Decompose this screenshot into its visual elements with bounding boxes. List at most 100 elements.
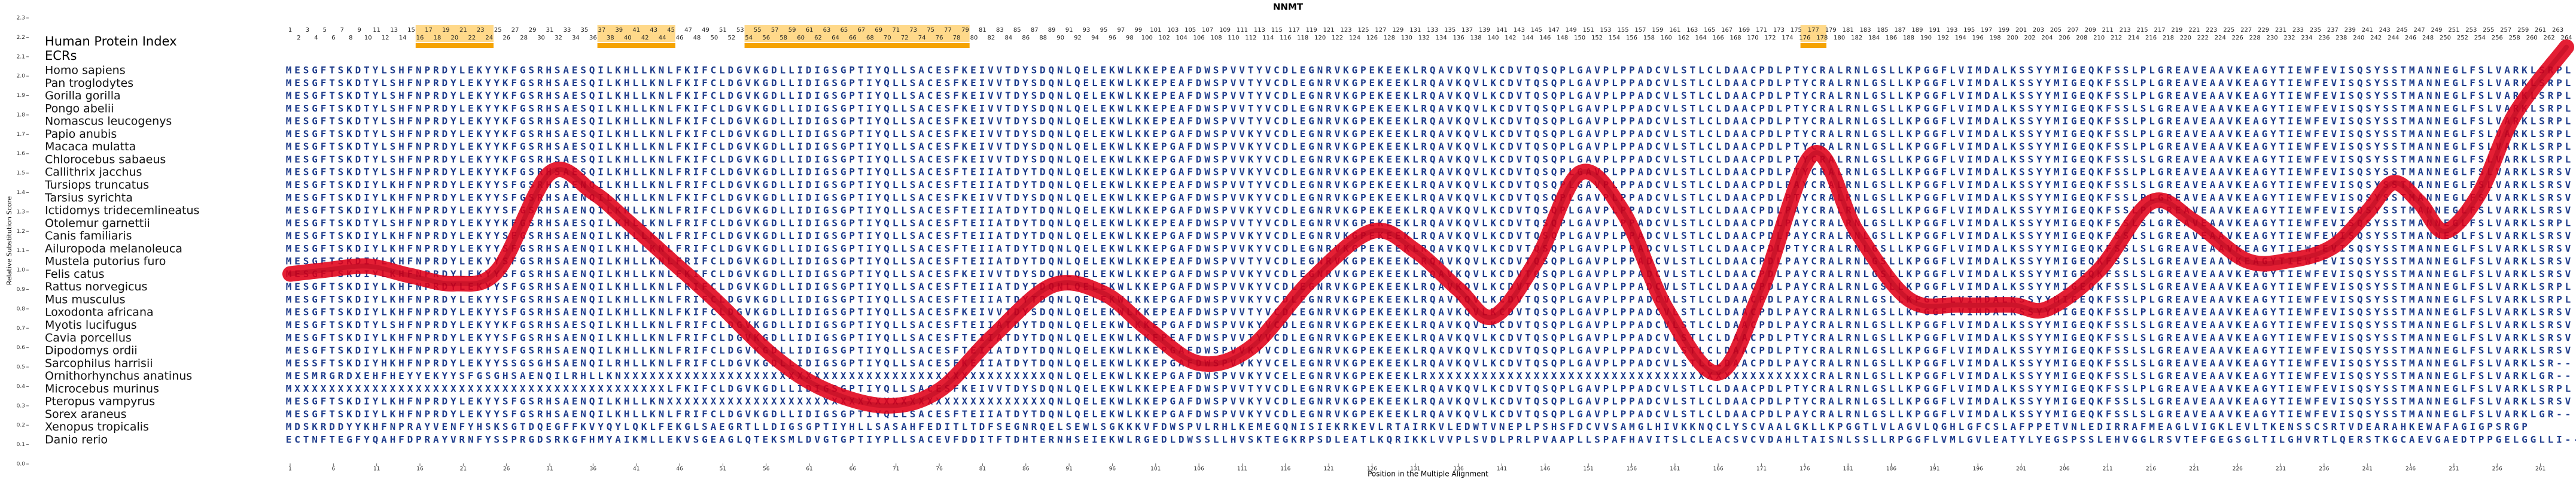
species-name: Macaca mulatta xyxy=(45,140,136,153)
x-tick-label: 141 xyxy=(1497,466,1507,472)
position-index: 209 xyxy=(2085,27,2096,34)
species-name: Ailuropoda melanoleuca xyxy=(45,242,182,255)
position-index: 174 xyxy=(1782,35,1793,41)
position-index: 215 xyxy=(2137,27,2148,34)
position-index: 130 xyxy=(1401,35,1412,41)
species-name: Felis catus xyxy=(45,268,105,281)
position-index: 168 xyxy=(1730,35,1741,41)
position-index: 260 xyxy=(2526,35,2538,41)
position-index: 99 xyxy=(1134,27,1142,34)
species-name: Mus musculus xyxy=(45,293,126,306)
position-index: 92 xyxy=(1074,35,1082,41)
x-tick-label: 66 xyxy=(849,466,857,472)
position-index: 27 xyxy=(511,27,519,34)
position-index: 225 xyxy=(2223,27,2234,34)
x-tick-label: 96 xyxy=(1109,466,1116,472)
position-index: 119 xyxy=(1306,27,1317,34)
position-index: 62 xyxy=(814,35,822,41)
position-index: 186 xyxy=(1886,35,1897,41)
y-axis-title: Relative Substitution Score xyxy=(5,196,13,285)
position-index: 7 xyxy=(340,27,344,34)
y-tick-label: 1.3 xyxy=(17,209,25,215)
position-index: 4 xyxy=(314,35,318,41)
position-index: 255 xyxy=(2483,27,2494,34)
position-index: 23 xyxy=(477,27,485,34)
position-index: 244 xyxy=(2388,35,2399,41)
position-index: 21 xyxy=(459,27,467,34)
position-index: 66 xyxy=(849,35,857,41)
x-tick-label: 116 xyxy=(1280,466,1290,472)
position-index: 220 xyxy=(2180,35,2191,41)
position-index: 12 xyxy=(382,35,389,41)
y-tick-label: 0.3 xyxy=(17,403,25,409)
x-tick-label: 186 xyxy=(1886,466,1896,472)
ecr-highlight xyxy=(744,25,970,42)
position-index: 77 xyxy=(944,27,952,34)
position-index: 122 xyxy=(1332,35,1343,41)
x-tick-label: 51 xyxy=(720,466,726,472)
position-index: 210 xyxy=(2093,35,2105,41)
position-index: 40 xyxy=(624,35,632,41)
position-index: 5 xyxy=(323,27,327,34)
position-index: 160 xyxy=(1661,35,1672,41)
species-name: Pongo abelii xyxy=(45,102,114,115)
y-tick-label: 1.0 xyxy=(17,268,26,274)
position-index: 78 xyxy=(953,35,961,41)
position-index: 164 xyxy=(1695,35,1707,41)
position-index: 167 xyxy=(1721,27,1732,34)
sequence: MESGFTSKDTYLSHFNPRDYLEKYYKFGSRHSAESQILKH… xyxy=(286,77,2571,89)
position-index: 59 xyxy=(788,27,796,34)
x-tick-label: 21 xyxy=(460,466,467,472)
x-tick-label: 201 xyxy=(2016,466,2026,472)
x-tick-label: 56 xyxy=(763,466,770,472)
sequence: MXXXXXXXXXXXXXXXXXXXXXXXXXXXXXXXXXXXXXXX… xyxy=(286,383,2571,394)
position-index: 241 xyxy=(2362,27,2373,34)
position-index: 49 xyxy=(702,27,710,34)
species-name: Ictidomys tridecemlineatus xyxy=(45,204,199,217)
position-index: 198 xyxy=(1990,35,2001,41)
position-index: 96 xyxy=(1109,35,1116,41)
position-index: 163 xyxy=(1686,27,1698,34)
x-tick-label: 246 xyxy=(2406,466,2416,472)
position-index: 177 xyxy=(1808,27,1819,34)
substitution-curve xyxy=(282,39,2574,414)
position-index: 102 xyxy=(1159,35,1170,41)
position-index: 48 xyxy=(693,35,701,41)
position-index: 123 xyxy=(1341,27,1352,34)
species-name: Myotis lucifugus xyxy=(45,319,137,332)
position-index: 197 xyxy=(1981,27,1992,34)
x-tick-label: 86 xyxy=(1022,466,1030,472)
species-name: Pan troglodytes xyxy=(45,77,133,90)
position-index: 180 xyxy=(1834,35,1845,41)
sequence: MESGFTSKDIYLKHFNPRDYLEKYYSFGSRHSAENQILKH… xyxy=(286,307,2571,318)
position-index: 30 xyxy=(537,35,545,41)
position-index: 67 xyxy=(857,27,865,34)
sequence: MDSKRDDYYKHFNPRAYVENFYHSKSGTDQEGFFKVYQYL… xyxy=(286,421,2528,432)
position-index: 45 xyxy=(667,27,675,34)
position-index: 236 xyxy=(2318,35,2330,41)
position-index: 200 xyxy=(2007,35,2018,41)
species-name: Homo sapiens xyxy=(45,64,126,77)
position-index: 138 xyxy=(1470,35,1482,41)
y-tick-label: 0.2 xyxy=(17,423,25,429)
position-index: 69 xyxy=(875,27,882,34)
position-index: 214 xyxy=(2128,35,2139,41)
x-tick-label: 136 xyxy=(1454,466,1464,472)
position-index: 235 xyxy=(2310,27,2321,34)
sequence: MESGFTSKDTYLSHFNPRDYLEKYYKFGSRHSAESQILKH… xyxy=(286,153,2571,165)
position-index: 139 xyxy=(1479,27,1490,34)
position-index: 101 xyxy=(1150,27,1161,34)
position-index: 70 xyxy=(884,35,891,41)
position-index: 132 xyxy=(1418,35,1430,41)
position-index: 11 xyxy=(373,27,380,34)
position-index: 42 xyxy=(641,35,649,41)
position-index: 175 xyxy=(1791,27,1802,34)
position-index: 242 xyxy=(2370,35,2382,41)
position-index: 152 xyxy=(1591,35,1603,41)
position-index: 183 xyxy=(1860,27,1871,34)
position-index: 112 xyxy=(1245,35,1256,41)
position-index: 165 xyxy=(1704,27,1715,34)
x-tick-label: 261 xyxy=(2535,466,2545,472)
ecr-bar xyxy=(415,43,494,48)
position-index: 193 xyxy=(1946,27,1957,34)
